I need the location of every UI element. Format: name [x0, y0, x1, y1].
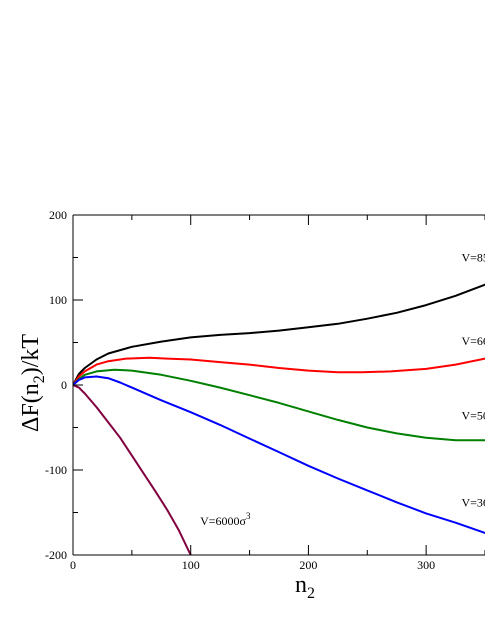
series-label-1: V=850 [461, 251, 485, 265]
x-axis-title-subscript: 2 [307, 585, 315, 602]
annotation-main: V=6000σ [200, 514, 246, 528]
x-axis-title: n2 [295, 572, 315, 602]
y-tick-label: -100 [45, 463, 67, 477]
x-tick-label: 200 [299, 558, 317, 572]
x-tick-label: 300 [417, 558, 435, 572]
y-axis-title-part-1: ΔF(n [18, 383, 44, 432]
labels-layer: 0 100 200 300 -200 -100 0 100 200 V=850 V=660 V=500… [45, 208, 485, 572]
series-layer [73, 283, 485, 555]
y-tick-label: 0 [61, 378, 67, 392]
series-label-2: V=660 [461, 334, 485, 348]
y-axis-title: ΔF(n2)/kT [18, 334, 48, 432]
series-line-2 [73, 356, 485, 386]
x-tick-label: 100 [182, 558, 200, 572]
y-tick-label: 100 [49, 293, 67, 307]
annotation-superscript: 3 [246, 511, 251, 521]
y-axis-title-subscript: 2 [31, 375, 48, 383]
y-tick-label: 200 [49, 208, 67, 222]
y-axis-title-part-3: )/kT [18, 334, 44, 376]
series-line-1 [73, 283, 485, 386]
y-tick-label: -200 [45, 548, 67, 562]
x-axis-title-main: n [295, 572, 307, 598]
ticks-layer [72, 214, 485, 556]
series-line-3 [73, 368, 485, 442]
series-label-4: V=360 [461, 495, 485, 509]
x-tick-label: 0 [70, 558, 76, 572]
series-label-3: V=500 [461, 409, 485, 423]
axes-layer [72, 214, 485, 556]
series-line-5 [73, 384, 192, 555]
annotation-volume-label: V=6000σ3 [200, 511, 251, 528]
series-line-4 [73, 375, 485, 534]
